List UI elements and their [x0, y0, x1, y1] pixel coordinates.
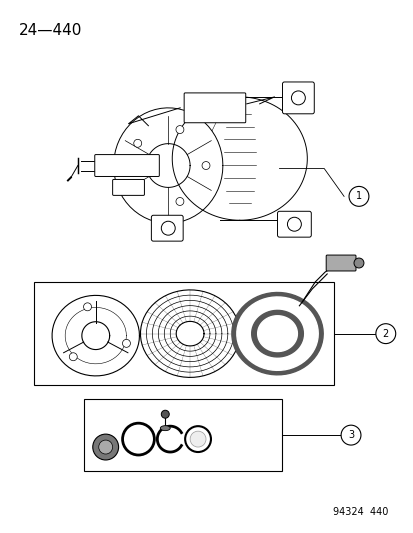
Circle shape: [133, 139, 141, 147]
Circle shape: [98, 440, 112, 454]
FancyBboxPatch shape: [95, 155, 159, 176]
Ellipse shape: [160, 426, 170, 431]
FancyBboxPatch shape: [325, 255, 355, 271]
Text: 3: 3: [347, 430, 353, 440]
Bar: [83, 399, 282, 471]
Circle shape: [83, 303, 91, 311]
Text: 1: 1: [355, 191, 361, 201]
Circle shape: [69, 353, 77, 361]
FancyBboxPatch shape: [282, 82, 313, 114]
Text: 24—440: 24—440: [19, 23, 83, 38]
Circle shape: [161, 221, 175, 235]
FancyBboxPatch shape: [184, 93, 245, 123]
Circle shape: [161, 410, 169, 418]
Polygon shape: [257, 316, 297, 352]
FancyBboxPatch shape: [151, 215, 183, 241]
Text: 2: 2: [382, 329, 388, 338]
Polygon shape: [251, 310, 303, 357]
Polygon shape: [236, 297, 318, 370]
Circle shape: [122, 340, 130, 348]
Polygon shape: [231, 293, 323, 375]
Bar: [34, 282, 333, 385]
Circle shape: [176, 126, 183, 134]
Circle shape: [353, 258, 363, 268]
Circle shape: [93, 434, 118, 460]
Text: 94324  440: 94324 440: [332, 507, 388, 516]
FancyBboxPatch shape: [277, 211, 311, 237]
Circle shape: [190, 431, 206, 447]
Circle shape: [340, 425, 360, 445]
Circle shape: [348, 187, 368, 206]
Circle shape: [291, 91, 305, 105]
Circle shape: [375, 324, 395, 344]
Circle shape: [133, 184, 141, 192]
Circle shape: [287, 217, 301, 231]
Circle shape: [176, 198, 183, 205]
FancyBboxPatch shape: [112, 180, 144, 196]
Circle shape: [202, 161, 209, 169]
